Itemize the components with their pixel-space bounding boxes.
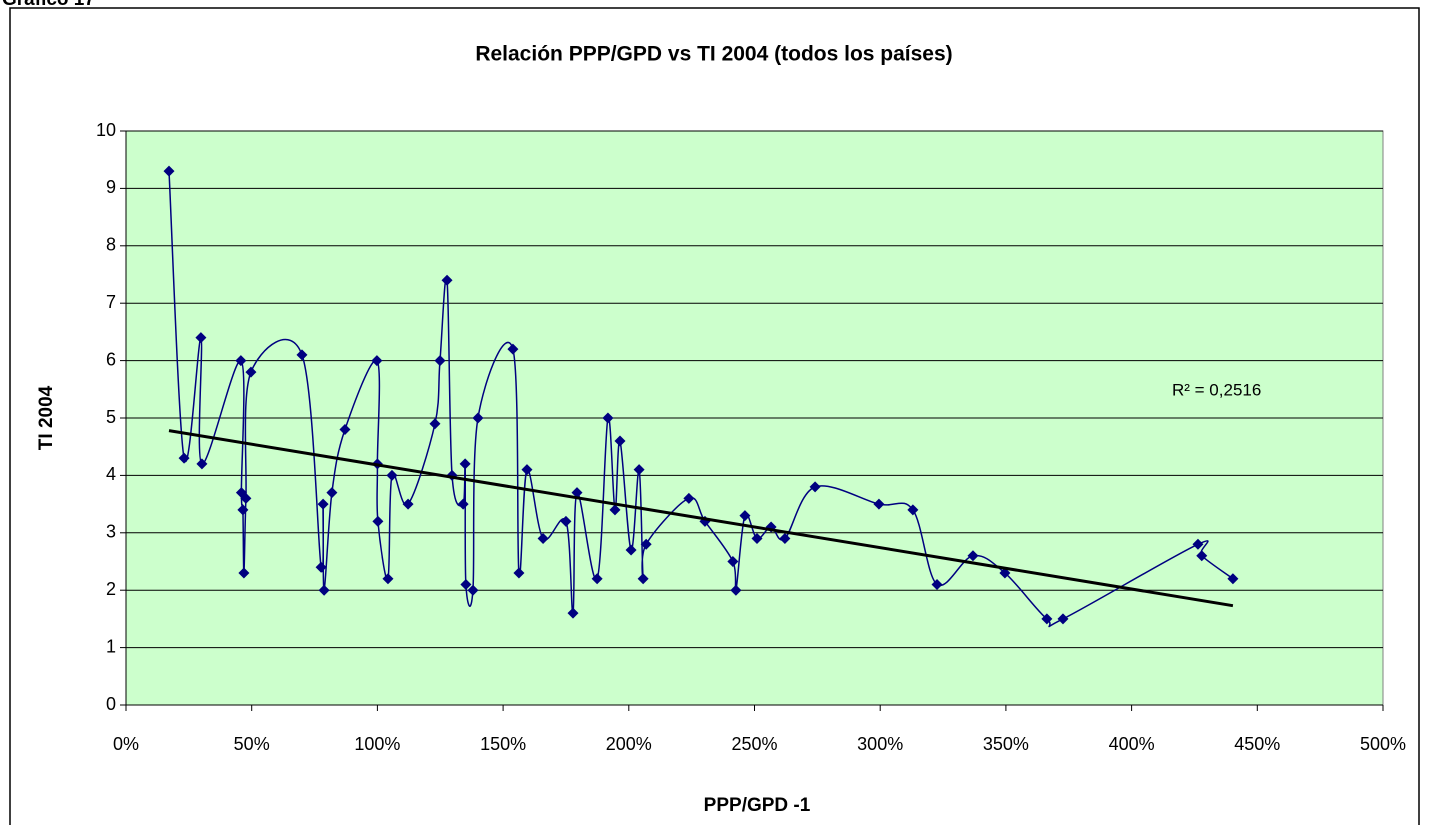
y-tick-label: 10 bbox=[96, 120, 116, 140]
marker bbox=[739, 510, 751, 522]
marker bbox=[931, 578, 943, 590]
x-tick-label: 50% bbox=[234, 734, 270, 754]
marker bbox=[633, 464, 645, 476]
marker bbox=[240, 492, 252, 504]
x-tick-label: 250% bbox=[731, 734, 777, 754]
y-tick-label: 7 bbox=[106, 292, 116, 312]
x-tick-label: 150% bbox=[480, 734, 526, 754]
y-tick-label: 6 bbox=[106, 349, 116, 369]
y-tick-label: 9 bbox=[106, 177, 116, 197]
marker bbox=[441, 274, 453, 286]
x-axis-title: PPP/GPD -1 bbox=[704, 795, 811, 816]
marker bbox=[296, 349, 308, 361]
marker bbox=[402, 498, 414, 510]
marker bbox=[537, 533, 549, 545]
marker bbox=[730, 584, 742, 596]
x-tick-label: 450% bbox=[1234, 734, 1280, 754]
marker bbox=[196, 458, 208, 470]
marker bbox=[560, 515, 572, 527]
marker bbox=[434, 355, 446, 367]
marker bbox=[429, 418, 441, 430]
x-tick-label: 400% bbox=[1109, 734, 1155, 754]
y-tick-label: 3 bbox=[106, 522, 116, 542]
marker bbox=[507, 343, 519, 355]
marker bbox=[513, 567, 525, 579]
marker bbox=[1192, 538, 1204, 550]
marker bbox=[602, 412, 614, 424]
marker bbox=[640, 538, 652, 550]
trendline bbox=[168, 429, 1234, 608]
marker bbox=[809, 481, 821, 493]
marker bbox=[1041, 613, 1053, 625]
marker bbox=[163, 165, 175, 177]
marker bbox=[371, 355, 383, 367]
x-tick-label: 350% bbox=[983, 734, 1029, 754]
marker bbox=[238, 567, 250, 579]
marker bbox=[567, 607, 579, 619]
marker bbox=[1057, 613, 1069, 625]
marker bbox=[317, 498, 329, 510]
y-tick-label: 5 bbox=[106, 407, 116, 427]
marker bbox=[386, 469, 398, 481]
marker bbox=[999, 567, 1011, 579]
y-axis-title: TI 2004 bbox=[36, 385, 57, 450]
y-tick-label: 0 bbox=[106, 694, 116, 714]
marker bbox=[873, 498, 885, 510]
marker bbox=[521, 464, 533, 476]
marker bbox=[245, 366, 257, 378]
marker bbox=[467, 584, 479, 596]
marker bbox=[326, 487, 338, 499]
marker bbox=[591, 573, 603, 585]
annotation: R² = 0,2516 bbox=[1172, 380, 1261, 399]
marker bbox=[372, 515, 384, 527]
y-tick-label: 8 bbox=[106, 235, 116, 255]
chart-title: Relación PPP/GPD vs TI 2004 (todos los p… bbox=[475, 43, 952, 66]
x-tick-label: 200% bbox=[606, 734, 652, 754]
marker bbox=[315, 561, 327, 573]
x-tick-label: 0% bbox=[113, 734, 139, 754]
caption: Gráfico 17 bbox=[2, 0, 95, 10]
marker bbox=[751, 533, 763, 545]
y-tick-label: 1 bbox=[106, 636, 116, 656]
marker bbox=[967, 550, 979, 562]
marker bbox=[339, 423, 351, 435]
marker bbox=[1227, 573, 1239, 585]
marker bbox=[1196, 550, 1208, 562]
marker bbox=[637, 573, 649, 585]
marker bbox=[727, 556, 739, 567]
marker bbox=[625, 544, 637, 556]
x-tick-label: 500% bbox=[1360, 734, 1406, 754]
marker bbox=[779, 533, 791, 545]
y-tick-label: 2 bbox=[106, 579, 116, 599]
marker bbox=[907, 504, 919, 516]
marker bbox=[683, 492, 695, 504]
marker bbox=[382, 573, 394, 585]
marker bbox=[459, 458, 471, 470]
x-tick-label: 100% bbox=[354, 734, 400, 754]
marker bbox=[614, 435, 626, 447]
marker bbox=[318, 584, 330, 596]
marker bbox=[472, 412, 484, 424]
marker bbox=[235, 355, 247, 367]
marker bbox=[457, 498, 469, 510]
y-tick-label: 4 bbox=[106, 464, 116, 484]
marker bbox=[195, 332, 207, 344]
x-tick-label: 300% bbox=[857, 734, 903, 754]
marker bbox=[571, 487, 583, 499]
marker bbox=[237, 504, 249, 516]
marker bbox=[178, 452, 190, 464]
marker bbox=[609, 504, 621, 516]
marker bbox=[460, 578, 472, 590]
